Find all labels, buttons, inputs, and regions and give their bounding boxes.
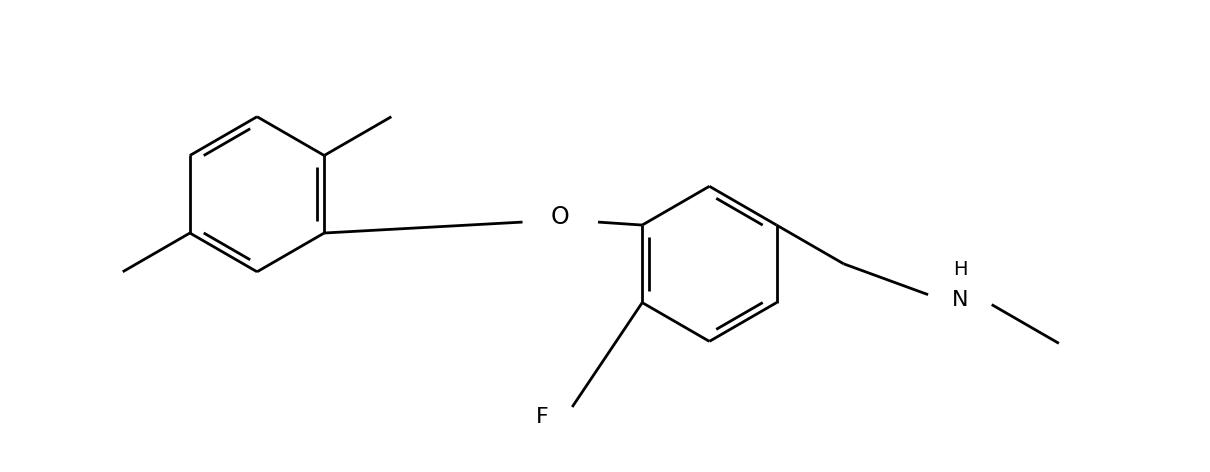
Text: H: H <box>952 260 967 279</box>
Text: N: N <box>951 290 968 310</box>
Text: O: O <box>551 205 570 229</box>
Text: F: F <box>536 407 549 427</box>
